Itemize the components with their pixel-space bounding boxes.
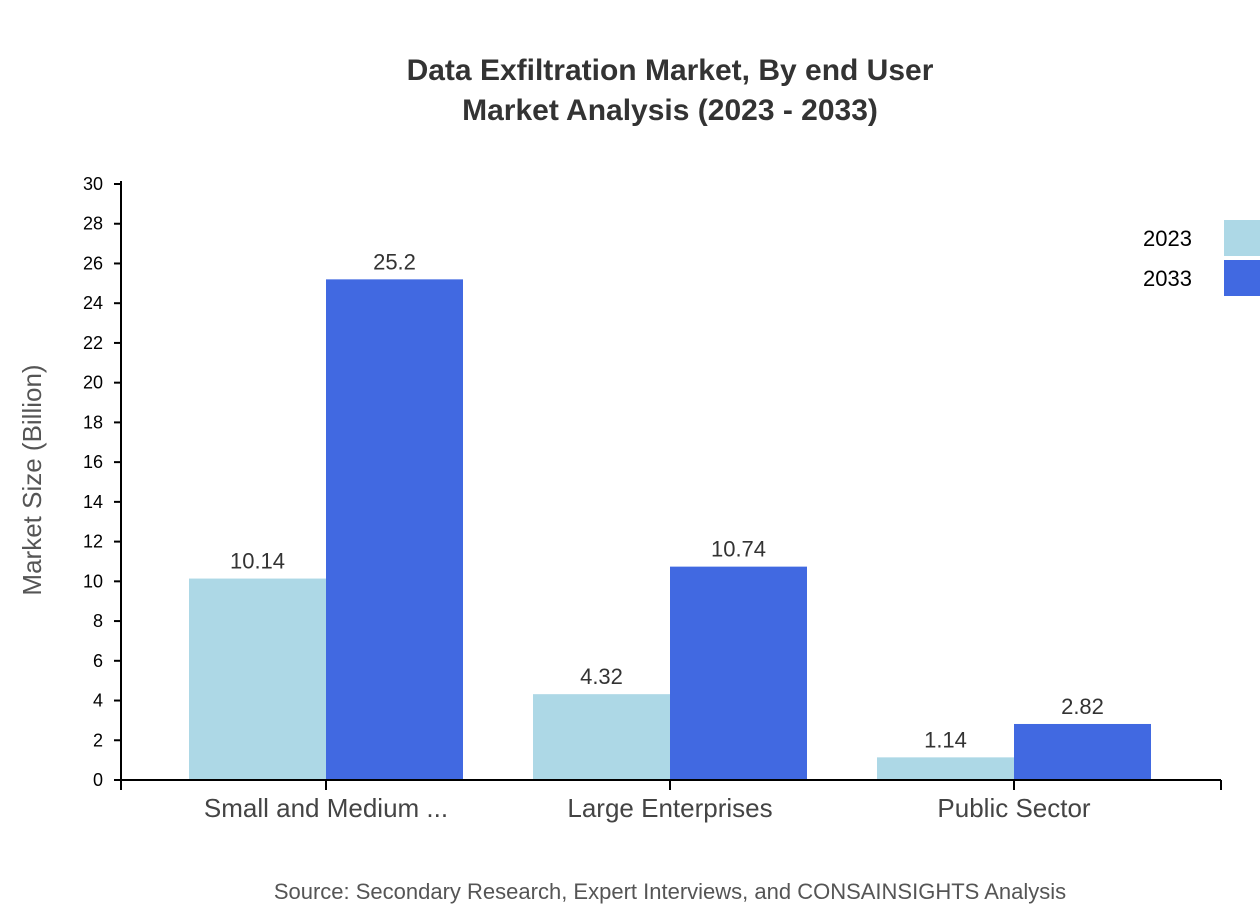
bar-2023	[877, 757, 1014, 780]
x-tick-label: Small and Medium ...	[204, 793, 448, 823]
y-tick-label: 16	[83, 452, 103, 472]
y-tick-label: 8	[93, 611, 103, 631]
y-tick-label: 24	[83, 293, 103, 313]
chart-title-line-1: Data Exfiltration Market, By end User	[407, 54, 934, 87]
y-tick-label: 10	[83, 571, 103, 591]
y-tick-label: 28	[83, 214, 103, 234]
y-tick-label: 18	[83, 412, 103, 432]
data-label: 1.14	[924, 727, 967, 752]
x-tick-label: Large Enterprises	[567, 793, 772, 823]
legend-label: 2023	[1143, 226, 1192, 251]
legend-swatch-2033	[1224, 260, 1260, 296]
y-tick-label: 14	[83, 492, 103, 512]
y-tick-label: 2	[93, 730, 103, 750]
data-label: 10.14	[230, 549, 285, 574]
legend-label: 2033	[1143, 266, 1192, 291]
bar-2023	[533, 694, 670, 780]
y-axis-label: Market Size (Billion)	[17, 364, 47, 595]
y-tick-label: 30	[83, 174, 103, 194]
y-tick-label: 20	[83, 373, 103, 393]
bars: 10.14 25.2 4.32 10.74 1.14 2.82	[189, 249, 1151, 780]
bar-2033	[670, 566, 807, 780]
x-tick-label: Public Sector	[937, 793, 1091, 823]
source-note: Source: Secondary Research, Expert Inter…	[274, 879, 1066, 904]
data-label: 4.32	[580, 664, 623, 689]
bar-2033	[326, 279, 463, 780]
y-tick-label: 22	[83, 333, 103, 353]
y-tick-label: 12	[83, 532, 103, 552]
legend: 2023 2033	[1143, 220, 1260, 296]
bar-2033	[1014, 723, 1151, 780]
y-tick-label: 4	[93, 691, 103, 711]
y-tick-label: 26	[83, 253, 103, 273]
chart-title-line-2: Market Analysis (2023 - 2033)	[462, 94, 878, 127]
legend-swatch-2023	[1224, 220, 1260, 256]
y-tick-label: 0	[93, 770, 103, 790]
y-tick-label: 6	[93, 651, 103, 671]
data-label: 10.74	[711, 537, 766, 562]
data-label: 25.2	[373, 249, 416, 274]
bar-2023	[189, 578, 326, 780]
data-label: 2.82	[1061, 694, 1104, 719]
